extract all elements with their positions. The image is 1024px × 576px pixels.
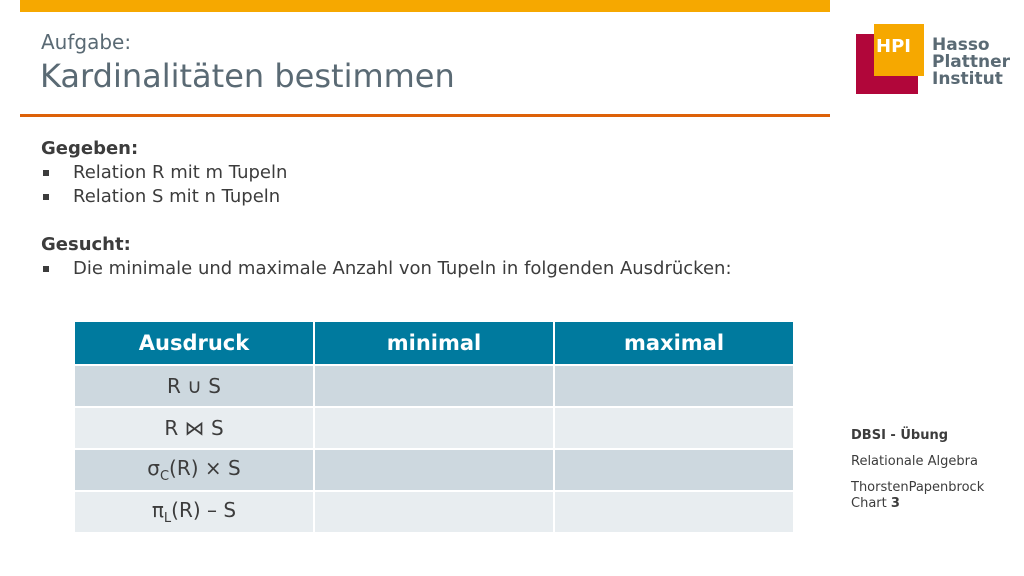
expression-join: R ⋈ S <box>73 406 315 450</box>
cell-maximal[interactable] <box>553 448 795 492</box>
given-list: Relation R mit m Tupeln Relation S mit n… <box>41 161 732 209</box>
logo-abbr: HPI <box>876 36 911 57</box>
footer-chart: Chart 3 <box>851 496 984 512</box>
given-item-r: Relation R mit m Tupeln <box>41 161 732 185</box>
given-heading: Gegeben: <box>41 138 139 159</box>
footer-course: DBSI - Übung <box>851 428 949 443</box>
footer-chart-number: 3 <box>890 496 900 511</box>
logo-line-1: Hasso <box>932 35 990 55</box>
cell-maximal[interactable] <box>553 364 795 408</box>
cell-maximal[interactable] <box>553 490 795 534</box>
logo-line-2: Plattner <box>932 52 1011 72</box>
header-expression: Ausdruck <box>73 320 315 366</box>
slide-footer: DBSI - Übung Relationale Algebra Thorste… <box>851 428 984 522</box>
join-symbol: ⋈ <box>184 416 205 440</box>
table-row: R ∪ S <box>73 364 795 408</box>
hpi-logo: HPI Hasso Plattner Institut <box>856 24 1016 99</box>
minus-symbol: – <box>207 498 218 522</box>
expression-selection-product: σC(R) × S <box>73 448 315 492</box>
logo-orange-square <box>874 24 924 76</box>
product-symbol: × <box>204 456 222 480</box>
cell-minimal[interactable] <box>313 448 555 492</box>
wanted-item: Die minimale und maximale Anzahl von Tup… <box>41 257 732 281</box>
slide-body: Gegeben: Relation R mit m Tupeln Relatio… <box>41 137 732 281</box>
table-row: σC(R) × S <box>73 448 795 492</box>
title-divider <box>20 114 830 117</box>
footer-author: ThorstenPapenbrock <box>851 480 985 495</box>
footer-chart-label: Chart <box>851 496 887 511</box>
cell-minimal[interactable] <box>313 364 555 408</box>
top-accent-bar <box>20 0 830 12</box>
expression-projection-difference: πL(R) – S <box>73 490 315 534</box>
logo-wordmark: Hasso Plattner Institut <box>932 37 1010 88</box>
table-header-row: Ausdruck minimal maximal <box>73 320 795 366</box>
header-maximal: maximal <box>553 320 795 366</box>
cell-minimal[interactable] <box>313 490 555 534</box>
wanted-list: Die minimale und maximale Anzahl von Tup… <box>41 257 732 281</box>
union-symbol: ∪ <box>187 374 202 398</box>
cardinality-table: Ausdruck minimal maximal R ∪ S R ⋈ S σC(… <box>73 320 795 534</box>
given-item-s: Relation S mit n Tupeln <box>41 185 732 209</box>
footer-topic: Relationale Algebra <box>851 454 978 469</box>
table-row: R ⋈ S <box>73 406 795 450</box>
cell-maximal[interactable] <box>553 406 795 450</box>
header-minimal: minimal <box>313 320 555 366</box>
table-row: πL(R) – S <box>73 490 795 534</box>
cell-minimal[interactable] <box>313 406 555 450</box>
wanted-heading: Gesucht: <box>41 234 131 255</box>
logo-line-3: Institut <box>932 69 1003 89</box>
slide-subtitle: Aufgabe: <box>41 30 132 54</box>
expression-union: R ∪ S <box>73 364 315 408</box>
slide-title: Kardinalitäten bestimmen <box>40 57 455 95</box>
